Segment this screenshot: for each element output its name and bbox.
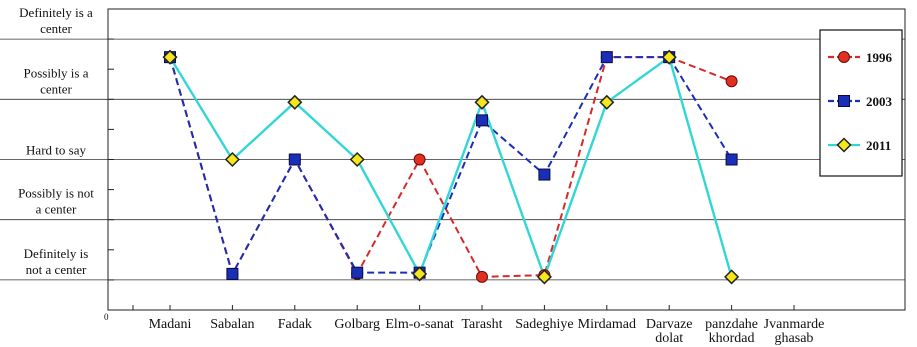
point-1996 bbox=[725, 75, 738, 88]
y-level-label: Definitely is a bbox=[19, 5, 93, 20]
series-line-1996 bbox=[169, 56, 732, 278]
series-line-2003 bbox=[169, 56, 733, 275]
point-2003 bbox=[351, 266, 364, 279]
x-category-label: Tarasht bbox=[461, 317, 502, 332]
grid-lines bbox=[0, 38, 905, 281]
legend-marker-1996 bbox=[838, 51, 850, 63]
point-2011 bbox=[162, 49, 178, 65]
x-category-label: panzdahe bbox=[705, 317, 758, 332]
legend: 1996 2003 2011 bbox=[819, 29, 903, 177]
point-2011 bbox=[724, 269, 740, 285]
point-2011 bbox=[349, 151, 365, 168]
y-level-label: not a center bbox=[26, 262, 87, 277]
legend-label-1996: 1996 bbox=[866, 50, 893, 65]
point-1996 bbox=[476, 270, 488, 283]
point-2003 bbox=[226, 267, 239, 280]
y-level-label: center bbox=[40, 21, 72, 36]
series-lines bbox=[168, 55, 733, 279]
point-2011 bbox=[661, 49, 677, 65]
x-category-label: Jvanmarde bbox=[764, 317, 825, 332]
y-level-label: Possibly is a bbox=[23, 65, 88, 80]
x-category-label: khordad bbox=[709, 331, 755, 346]
x-category-label: Fadak bbox=[278, 317, 312, 332]
legend-marker-2003 bbox=[838, 95, 850, 107]
point-2003 bbox=[476, 114, 488, 127]
legend-label-2011: 2011 bbox=[866, 138, 891, 153]
point-2003 bbox=[600, 51, 613, 64]
series-markers bbox=[162, 49, 740, 285]
point-2011 bbox=[412, 266, 428, 282]
x-axis-labels: Madani Sabalan Fadak Golbarg Elm-o-sanat Tara… bbox=[149, 317, 825, 346]
series-line-2011 bbox=[168, 55, 733, 279]
x-category-label: dolat bbox=[655, 331, 683, 346]
x-category-label: Mirdamad bbox=[578, 317, 636, 332]
x-category-label: Elm-o-sanat bbox=[385, 317, 454, 332]
x-axis-origin-label: 0 bbox=[104, 312, 109, 322]
point-2011 bbox=[474, 94, 490, 110]
y-level-label: Hard to say bbox=[26, 143, 86, 158]
point-2003 bbox=[288, 153, 301, 166]
legend-label-2003: 2003 bbox=[866, 94, 893, 109]
point-2011 bbox=[224, 151, 240, 168]
point-2011 bbox=[536, 269, 552, 285]
y-level-label: a center bbox=[36, 202, 77, 217]
legend-marker-2011 bbox=[836, 137, 852, 153]
x-category-label: Sadeghiye bbox=[515, 317, 573, 332]
legend-box bbox=[819, 29, 903, 177]
y-axis-ticks bbox=[108, 8, 795, 311]
point-2011 bbox=[599, 94, 615, 110]
y-level-label: Possibly is not bbox=[18, 186, 94, 201]
y-level-label: center bbox=[40, 81, 72, 96]
x-category-label: Darvaze bbox=[646, 317, 693, 332]
x-category-label: Sabalan bbox=[210, 317, 254, 332]
point-2003 bbox=[538, 168, 551, 181]
point-2011 bbox=[287, 94, 303, 110]
point-2003 bbox=[725, 153, 738, 166]
point-1996 bbox=[413, 153, 426, 166]
x-category-label: Golbarg bbox=[334, 317, 380, 332]
x-category-label: Madani bbox=[149, 317, 192, 332]
x-category-label: ghasab bbox=[775, 331, 814, 346]
y-level-label: Definitely is bbox=[24, 246, 89, 261]
